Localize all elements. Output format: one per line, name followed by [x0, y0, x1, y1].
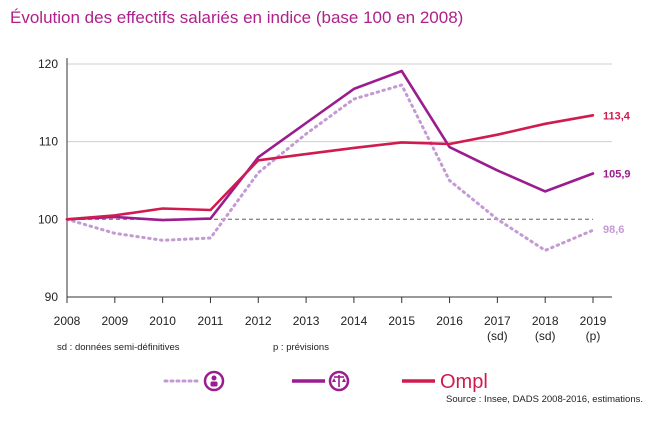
x-tick-label: 2010	[149, 314, 176, 328]
x-tick-sublabel: (sd)	[535, 329, 556, 343]
series-line-1	[65, 83, 595, 252]
x-tick-sublabel: (sd)	[487, 329, 508, 343]
series-end-label: 113,4	[603, 110, 631, 122]
series-end-label: 105,9	[603, 169, 631, 181]
x-tick-label: 2017	[484, 314, 511, 328]
scales-badge-icon	[328, 370, 350, 392]
x-tick-label: 2012	[245, 314, 272, 328]
x-tick-sublabel: (p)	[586, 329, 601, 343]
y-tick-label: 120	[38, 57, 58, 71]
x-tick-label: 2009	[101, 314, 128, 328]
person-badge-icon	[203, 370, 225, 392]
note-sd: sd : données semi-définitives	[57, 342, 180, 353]
y-tick-label: 100	[38, 212, 58, 226]
legend: Ompl	[163, 370, 488, 393]
series-end-label: 98,6	[603, 224, 624, 236]
y-tick-label: 110	[39, 135, 58, 149]
source-note: Source : Insee, DADS 2008-2016, estimati…	[446, 394, 643, 405]
x-tick-label: 2014	[341, 314, 368, 328]
x-tick-label: 2011	[198, 314, 224, 328]
x-tick-label: 2013	[293, 314, 320, 328]
note-p: p : prévisions	[273, 342, 329, 353]
x-tick-label: 2008	[54, 314, 81, 328]
x-tick-label: 2016	[436, 314, 463, 328]
ompl-logo: Ompl	[440, 371, 488, 393]
series-line-3	[65, 114, 595, 221]
series-line-2	[65, 69, 595, 222]
x-tick-label: 2018	[532, 314, 559, 328]
y-tick-label: 90	[45, 290, 59, 304]
x-tick-label: 2015	[388, 314, 415, 328]
chart-title: Évolution des effectifs salariés en indi…	[10, 8, 464, 27]
x-tick-label: 2019	[580, 314, 607, 328]
